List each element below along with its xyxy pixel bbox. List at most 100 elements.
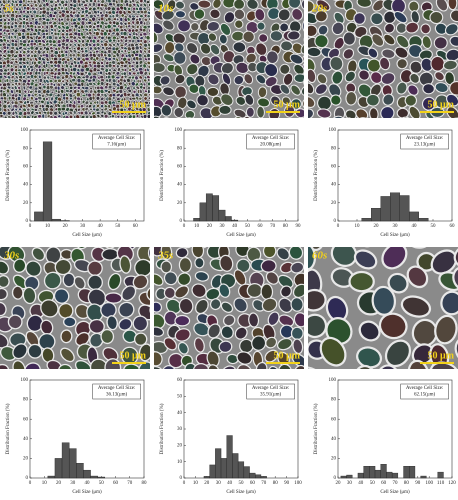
cell: [206, 86, 220, 97]
cell: [132, 3, 137, 7]
cell: [331, 21, 345, 36]
y-tick-label: 0: [180, 476, 183, 481]
cell: [256, 21, 266, 31]
cell: [0, 9, 3, 14]
cell: [22, 24, 26, 29]
cell: [132, 274, 149, 290]
cell: [2, 54, 7, 58]
cell: [112, 96, 116, 100]
cell: [64, 21, 69, 26]
cell: [88, 31, 93, 36]
cell: [64, 118, 68, 122]
cell: [452, 265, 458, 291]
cell: [135, 96, 140, 101]
cell: [77, 119, 82, 123]
x-tick-label: 30: [70, 481, 76, 486]
cell: [122, 97, 127, 102]
cell: [139, 63, 143, 68]
cell: [288, 247, 304, 260]
cell: [379, 56, 391, 71]
cell: [161, 365, 176, 369]
cell: [301, 84, 304, 97]
cell: [53, 115, 58, 118]
cell: [25, 60, 30, 65]
cell: [232, 41, 247, 53]
cell: [99, 70, 103, 75]
cell: [147, 7, 150, 12]
cell: [43, 271, 62, 290]
cell: [143, 92, 148, 97]
cell: [270, 95, 281, 107]
bar: [90, 475, 98, 479]
scale-label: 50 μm: [274, 350, 301, 361]
cell: [0, 75, 4, 80]
cell: [85, 119, 88, 123]
cell: [131, 75, 135, 80]
cell: [91, 114, 97, 118]
cell: [93, 89, 98, 95]
annotation: 62.15(μm): [414, 393, 435, 398]
cell: [262, 247, 277, 259]
cell: [143, 49, 147, 54]
cell: [22, 43, 27, 47]
bar: [232, 453, 239, 479]
cell: [2, 18, 7, 23]
cell: [40, 67, 46, 72]
x-tick-label: 30: [393, 224, 399, 229]
cell: [10, 75, 15, 80]
cell: [112, 38, 117, 43]
cell: [29, 27, 35, 32]
bar: [346, 474, 353, 479]
bar: [237, 461, 245, 479]
cell: [6, 71, 11, 76]
cell: [138, 361, 150, 369]
scale-label: 50 μm: [274, 99, 301, 110]
cell: [7, 3, 11, 8]
cell: [115, 31, 120, 37]
cell: [11, 83, 15, 87]
cell: [2, 86, 7, 91]
cell: [405, 21, 420, 34]
cell: [194, 271, 210, 282]
bar: [76, 463, 84, 479]
cell: [88, 6, 93, 11]
cell: [278, 297, 293, 313]
cell: [28, 90, 34, 94]
cell: [79, 72, 85, 76]
cell: [293, 73, 304, 83]
cell: [76, 17, 82, 22]
cell: [58, 302, 74, 319]
cell: [177, 341, 189, 355]
y-tick-label: 20: [331, 201, 337, 206]
bar: [203, 476, 210, 479]
y-tick-label: 100: [329, 128, 337, 133]
cell: [244, 93, 255, 106]
cell: [134, 45, 140, 51]
cell: [122, 31, 128, 37]
cell: [34, 57, 39, 62]
cell: [139, 103, 144, 108]
bar: [374, 469, 381, 479]
cell: [26, 118, 30, 122]
cell: [209, 298, 222, 311]
cell: [25, 260, 42, 277]
cell: [186, 99, 197, 110]
cell: [103, 31, 108, 37]
cell: [160, 247, 173, 260]
cell: [60, 106, 66, 112]
cell: [106, 24, 112, 29]
cell: [57, 43, 62, 48]
cell: [79, 110, 84, 116]
cell: [107, 63, 113, 69]
cell: [254, 8, 266, 22]
y-tick-label: 40: [177, 411, 183, 416]
cell: [45, 63, 49, 68]
cell: [242, 30, 255, 43]
cell: [51, 39, 57, 44]
cell: [175, 0, 186, 2]
y-axis-label: Distribution Fraction (%): [160, 403, 165, 454]
cell: [100, 104, 104, 109]
cell: [139, 39, 143, 43]
cell: [7, 115, 12, 118]
cell: [81, 28, 86, 32]
